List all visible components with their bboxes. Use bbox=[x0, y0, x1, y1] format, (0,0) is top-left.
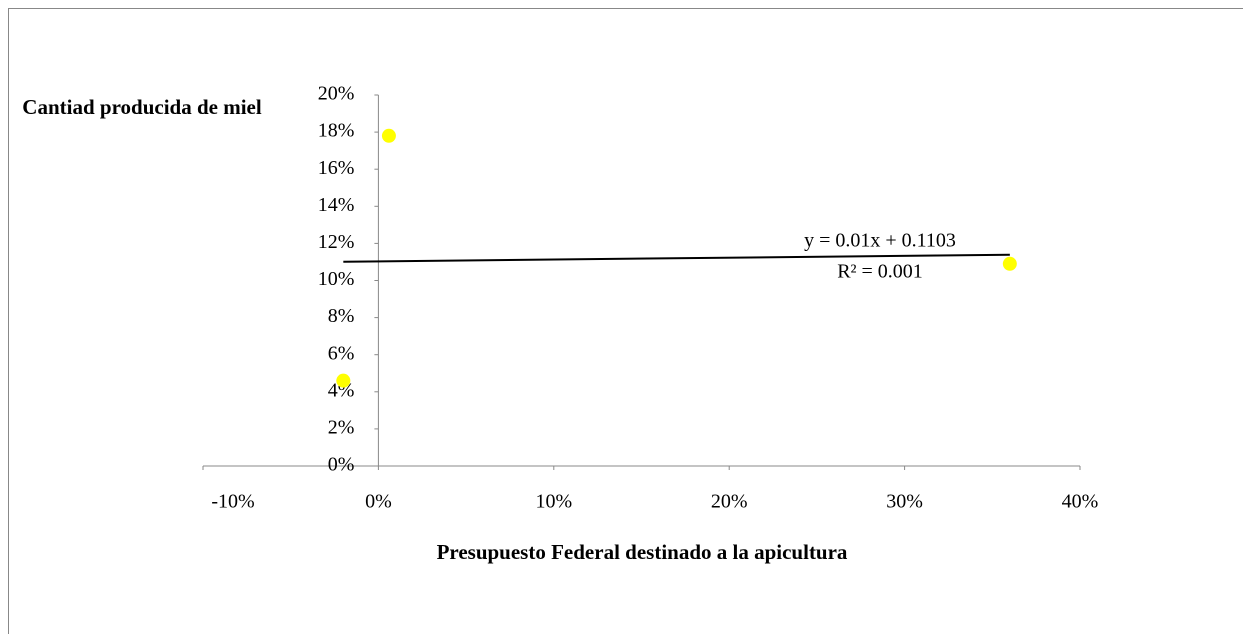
scatter-point bbox=[1002, 256, 1017, 271]
x-tick-label: 20% bbox=[711, 491, 748, 513]
trendline bbox=[343, 253, 1010, 263]
x-tick-label: 10% bbox=[535, 491, 572, 513]
scatter-point bbox=[336, 373, 351, 388]
x-axis-title: Presupuesto Federal destinado a la apicu… bbox=[437, 540, 848, 564]
y-tick-label: 18% bbox=[318, 120, 355, 142]
x-tick-label: 40% bbox=[1062, 491, 1099, 513]
y-tick-label: 0% bbox=[328, 454, 355, 476]
y-tick-label: 6% bbox=[328, 342, 355, 364]
x-tick-label: 30% bbox=[886, 491, 923, 513]
y-tick-label: 12% bbox=[318, 231, 355, 253]
trendline-r2: R² = 0.001 bbox=[837, 261, 923, 283]
y-tick-label: 14% bbox=[318, 194, 355, 216]
frame-border bbox=[8, 8, 1243, 634]
y-tick-label: 2% bbox=[328, 416, 355, 438]
y-tick-label: 10% bbox=[318, 268, 355, 290]
y-tick-label: 20% bbox=[318, 83, 355, 105]
x-tick-label: -10% bbox=[211, 491, 254, 513]
trendline-equation: y = 0.01x + 0.1103 bbox=[804, 230, 956, 252]
y-axis-title: Cantiad producida de miel bbox=[22, 95, 262, 119]
y-tick-label: 8% bbox=[328, 305, 355, 327]
y-tick-label: 16% bbox=[318, 157, 355, 179]
x-tick-label: 0% bbox=[365, 491, 392, 513]
scatter-point bbox=[381, 128, 396, 143]
